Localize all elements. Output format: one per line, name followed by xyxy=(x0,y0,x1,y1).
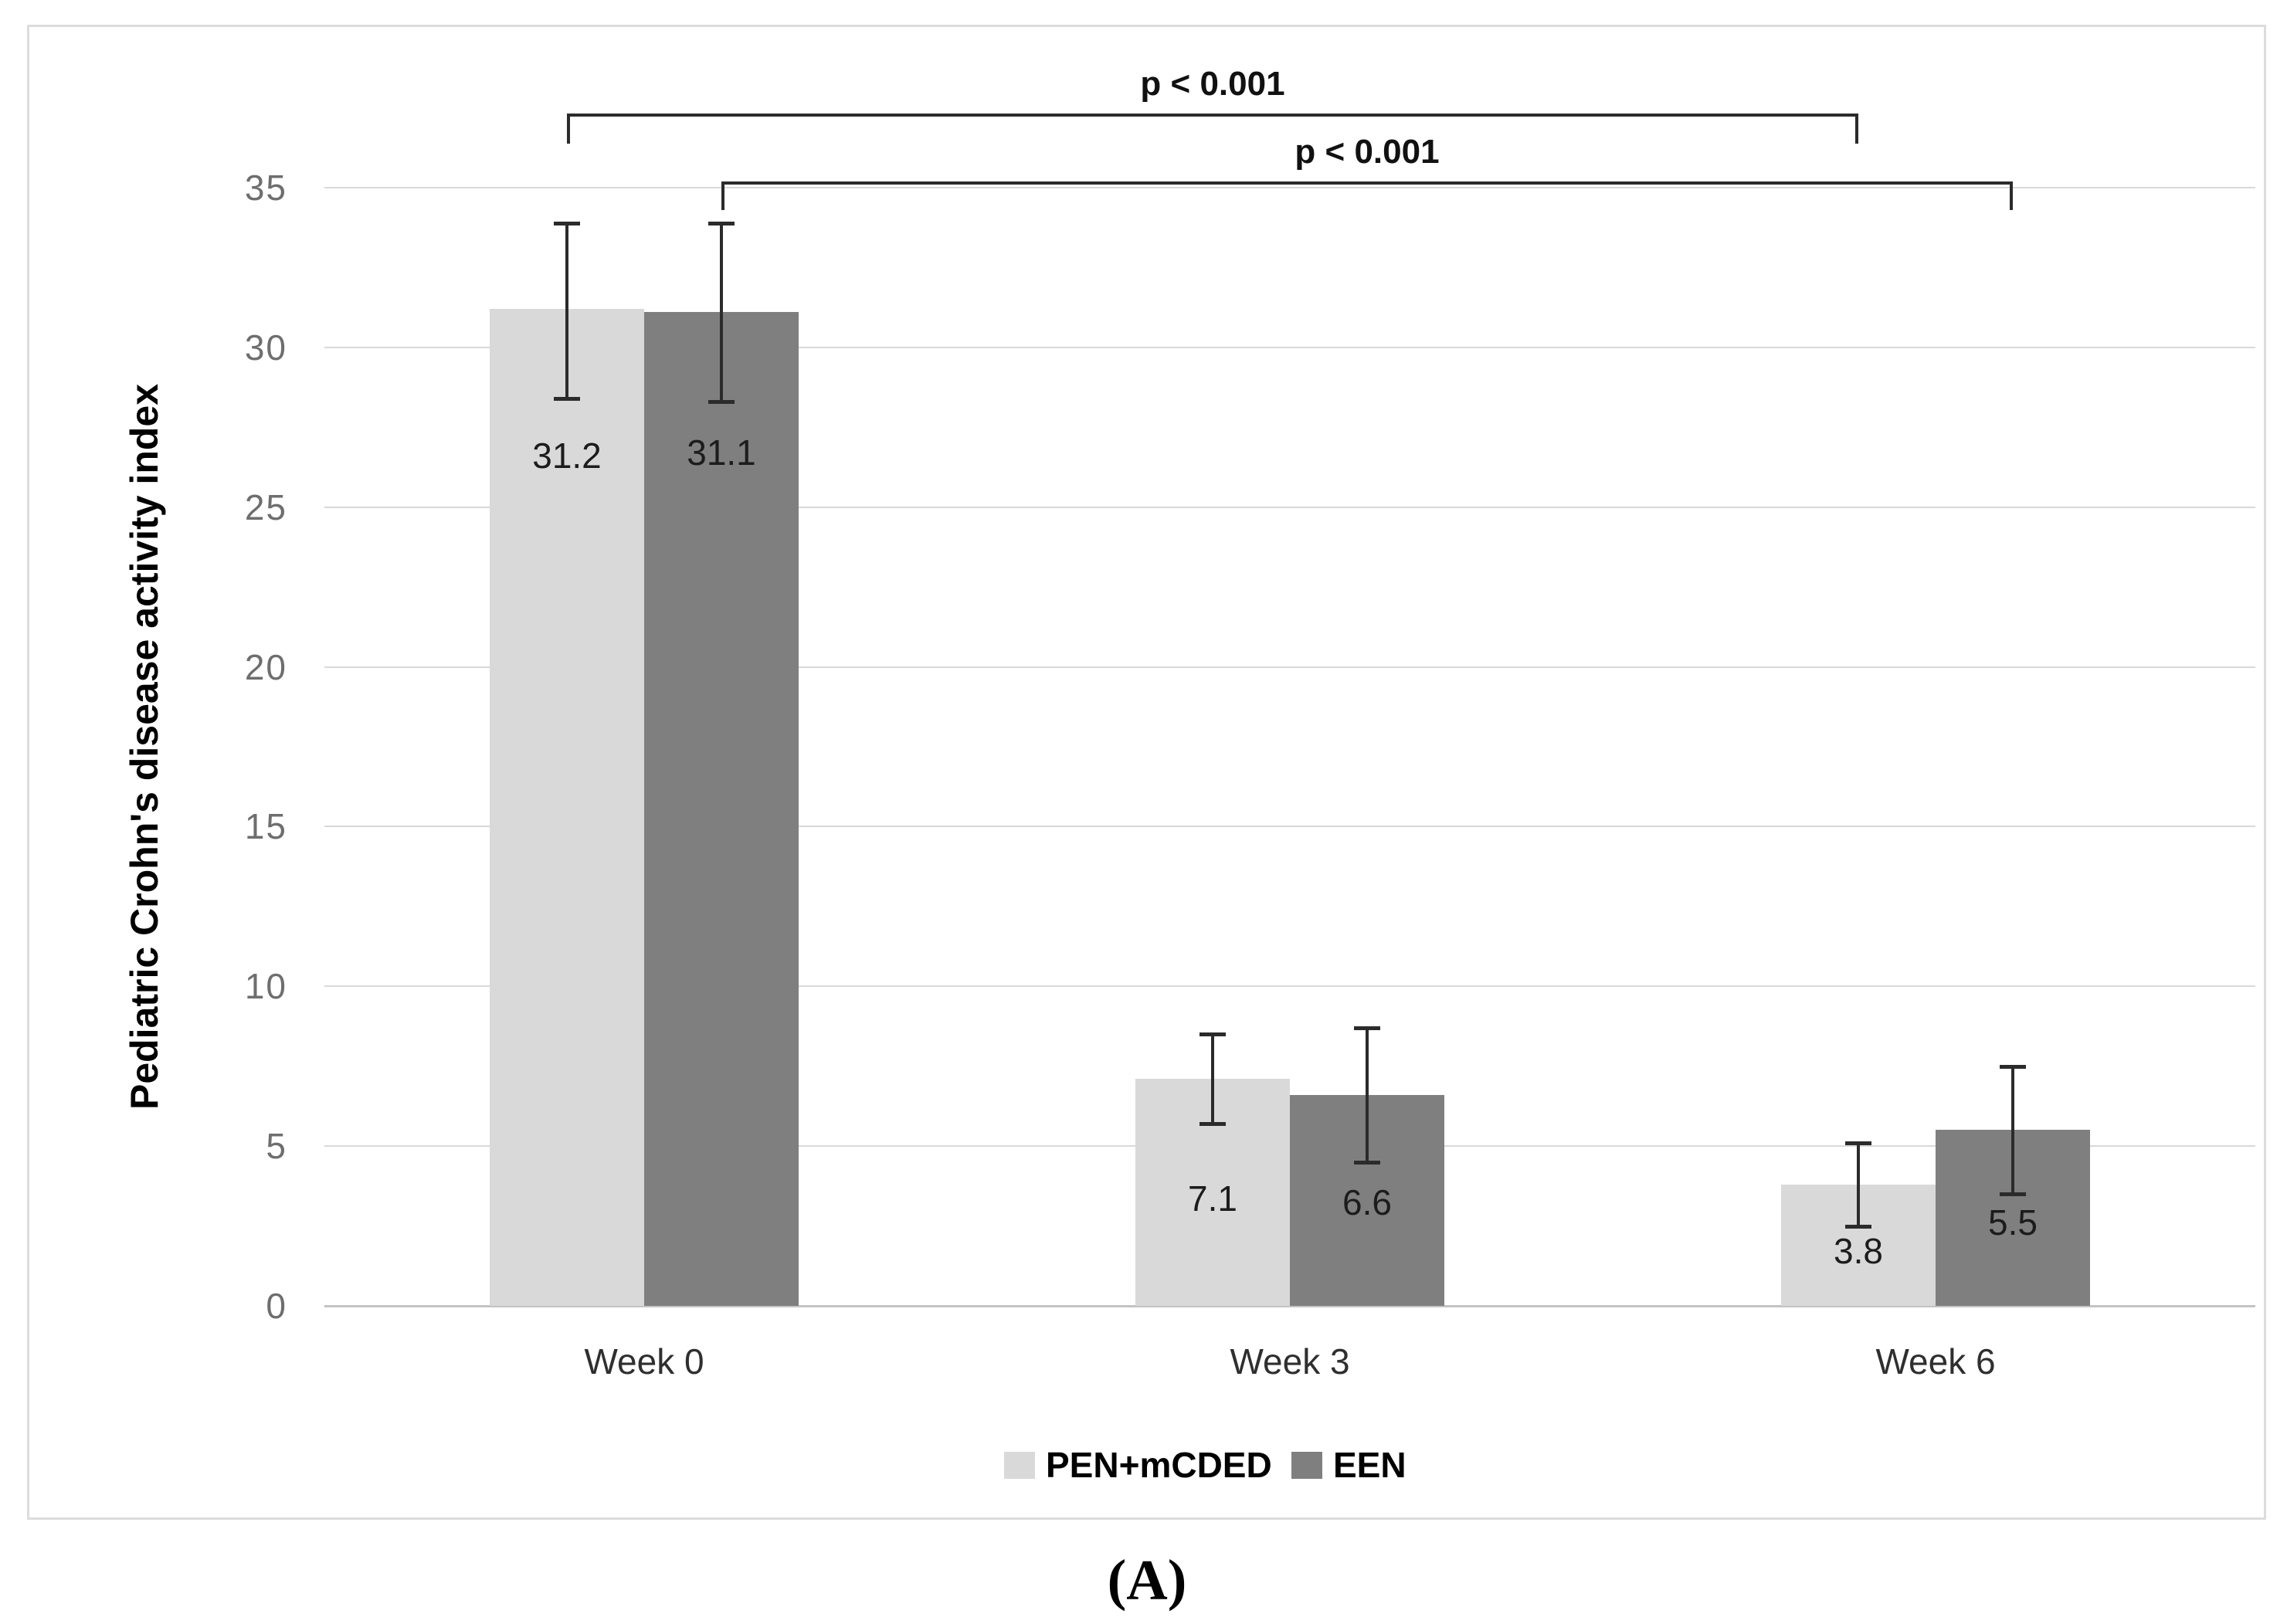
gridline-y25 xyxy=(324,506,2255,508)
significance-bracket-pen-mcded-left-tick xyxy=(567,114,570,144)
error-bar-week-3-een-line xyxy=(1366,1028,1369,1162)
error-bar-week-3-een-cap-top xyxy=(1354,1026,1380,1031)
error-bar-week-6-een-cap-bottom xyxy=(2000,1192,2026,1197)
significance-bracket-een-right-tick xyxy=(2010,181,2013,210)
y-tick-label-10: 10 xyxy=(244,966,287,1007)
error-bar-week-0-een-cap-top xyxy=(708,221,735,225)
gridline-y15 xyxy=(324,826,2255,828)
error-bar-week-0-een-cap-bottom xyxy=(708,400,735,405)
error-bar-week-0-pen-mcded-cap-top xyxy=(554,221,580,225)
significance-bracket-een-line xyxy=(721,181,2013,185)
error-bar-week-6-een-cap-top xyxy=(2000,1064,2026,1069)
error-bar-week-6-pen-mcded-cap-bottom xyxy=(1845,1224,1871,1229)
p-value-label-een: p < 0.001 xyxy=(1281,133,1454,171)
error-bar-week-6-pen-mcded-line xyxy=(1857,1143,1860,1226)
y-axis-title: Pediatric Crohn's disease activity index xyxy=(123,383,166,1110)
error-bar-week-3-pen-mcded-cap-top xyxy=(1199,1032,1226,1037)
y-tick-label-25: 25 xyxy=(244,487,287,527)
error-bar-week-0-pen-mcded-cap-bottom xyxy=(554,397,580,402)
error-bar-week-6-pen-mcded-cap-top xyxy=(1845,1141,1871,1145)
error-bar-week-3-een-cap-bottom xyxy=(1354,1160,1380,1165)
bar-value-label-week-3-een: 6.6 xyxy=(1342,1182,1392,1222)
bar-value-label-week-0-pen-mcded: 31.2 xyxy=(532,436,602,476)
bar-week-0-pen-mcded xyxy=(490,309,644,1306)
y-tick-label-5: 5 xyxy=(266,1126,287,1167)
significance-bracket-pen-mcded-right-tick xyxy=(1855,114,1858,144)
gridline-y20 xyxy=(324,666,2255,668)
error-bar-week-6-een-line xyxy=(2011,1066,2014,1195)
figure-caption: (A) xyxy=(1107,1548,1187,1612)
legend-swatch-een xyxy=(1291,1452,1322,1479)
bar-value-label-week-0-een: 31.1 xyxy=(687,432,756,473)
bar-value-label-week-3-pen-mcded: 7.1 xyxy=(1188,1178,1237,1219)
significance-bracket-pen-mcded-line xyxy=(567,114,1858,117)
x-axis-line xyxy=(324,1305,2255,1307)
y-tick-label-0: 0 xyxy=(266,1286,287,1326)
x-axis-label-week-3: Week 3 xyxy=(1230,1341,1350,1382)
legend-label-een: EEN xyxy=(1333,1445,1406,1485)
y-tick-label-20: 20 xyxy=(244,646,287,687)
legend-label-pen-mcded: PEN+mCDED xyxy=(1046,1445,1272,1485)
error-bar-week-0-een-line xyxy=(720,222,723,402)
bar-week-0-een xyxy=(644,312,799,1306)
bar-value-label-week-6-een: 5.5 xyxy=(1988,1202,2038,1243)
gridline-y35 xyxy=(324,187,2255,188)
error-bar-week-3-pen-mcded-cap-bottom xyxy=(1199,1122,1226,1127)
p-value-label-pen-mcded: p < 0.001 xyxy=(1126,65,1299,103)
y-tick-label-15: 15 xyxy=(244,806,287,847)
error-bar-week-3-pen-mcded-line xyxy=(1211,1034,1214,1124)
gridline-y30 xyxy=(324,346,2255,348)
bar-value-label-week-6-pen-mcded: 3.8 xyxy=(1834,1231,1883,1271)
gridline-y10 xyxy=(324,985,2255,988)
x-axis-label-week-6: Week 6 xyxy=(1875,1341,1996,1382)
legend-swatch-pen-mcded xyxy=(1004,1452,1035,1479)
error-bar-week-0-pen-mcded-line xyxy=(565,222,568,399)
x-axis-label-week-0: Week 0 xyxy=(584,1341,704,1382)
significance-bracket-een-left-tick xyxy=(721,181,724,210)
y-tick-label-35: 35 xyxy=(244,168,287,208)
y-tick-label-30: 30 xyxy=(244,327,287,368)
